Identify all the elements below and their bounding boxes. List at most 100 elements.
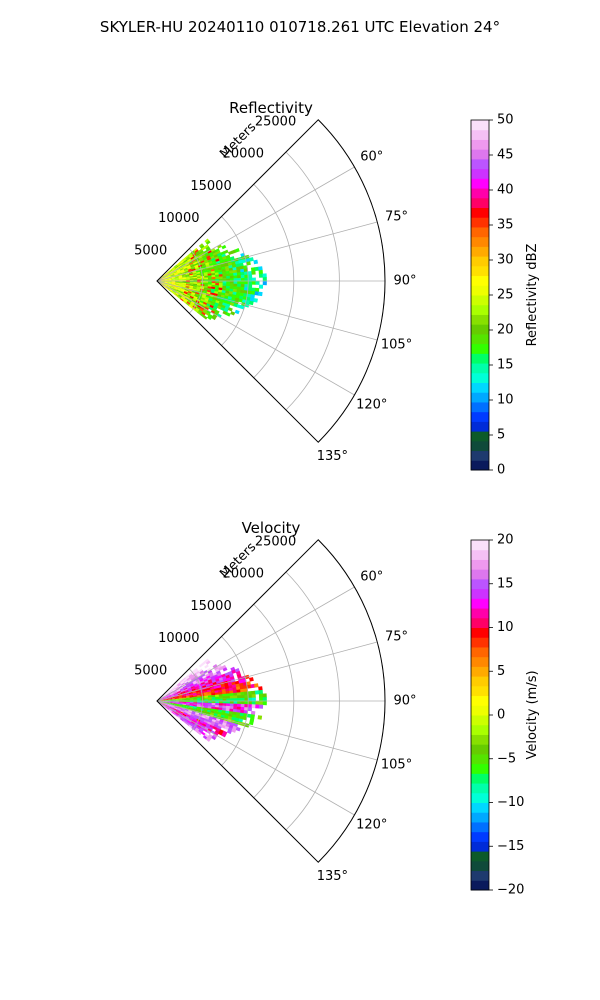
data-cell xyxy=(195,712,200,715)
data-cell xyxy=(164,701,169,703)
data-cell xyxy=(205,724,210,729)
data-cell xyxy=(164,281,169,283)
data-cell xyxy=(173,271,178,275)
data-cell xyxy=(210,690,216,694)
data-cell xyxy=(184,290,189,293)
data-cell xyxy=(185,705,190,707)
data-cell xyxy=(262,697,267,702)
data-cell xyxy=(171,696,176,699)
data-cell xyxy=(185,704,191,706)
data-cell xyxy=(245,257,251,263)
data-cell xyxy=(239,682,244,687)
data-cell xyxy=(230,311,236,316)
data-cell xyxy=(160,282,165,285)
data-cell xyxy=(240,688,245,693)
data-cell xyxy=(250,267,256,272)
colorbar-tick-label: −20 xyxy=(497,883,524,898)
data-cell xyxy=(222,310,228,315)
data-cell xyxy=(235,263,241,268)
data-cell xyxy=(195,292,200,295)
data-cell xyxy=(200,717,206,721)
data-cell xyxy=(217,303,223,308)
data-cell xyxy=(215,701,220,704)
data-cell xyxy=(172,290,176,294)
data-cell xyxy=(251,690,256,695)
data-cell xyxy=(171,703,176,705)
data-cell xyxy=(247,704,253,708)
data-cell xyxy=(199,678,205,682)
data-cell xyxy=(189,702,194,704)
data-cell xyxy=(181,691,186,695)
r-tick-label: 15000 xyxy=(190,599,231,614)
data-cell xyxy=(186,264,191,268)
data-cell xyxy=(238,718,244,723)
data-cell xyxy=(240,277,245,282)
data-cell xyxy=(207,697,213,700)
data-cell xyxy=(167,698,172,700)
data-cell xyxy=(215,705,220,708)
colorbar-swatch xyxy=(471,440,489,452)
data-cell xyxy=(240,271,245,276)
data-cell xyxy=(240,691,245,696)
data-cell xyxy=(183,687,188,691)
data-cell xyxy=(176,709,181,713)
data-cell xyxy=(177,691,182,694)
data-cell xyxy=(247,284,253,288)
data-cell xyxy=(208,716,214,720)
data-cell xyxy=(247,290,252,295)
azimuth-gridline xyxy=(156,280,378,341)
data-cell xyxy=(186,278,191,281)
data-cell xyxy=(229,706,234,710)
data-cell xyxy=(202,290,208,294)
colorbar-swatch xyxy=(471,256,489,267)
data-cell xyxy=(215,274,220,278)
data-cell xyxy=(217,664,222,669)
data-cell xyxy=(168,289,173,293)
data-cell xyxy=(204,697,209,700)
data-cell xyxy=(239,295,244,300)
data-cell xyxy=(159,276,164,279)
data-cell xyxy=(184,690,189,694)
data-cell xyxy=(197,723,203,727)
data-cell xyxy=(181,705,187,708)
data-cell xyxy=(207,284,212,287)
data-cell xyxy=(198,243,204,248)
data-cell xyxy=(196,707,201,711)
data-cell xyxy=(194,713,200,717)
data-cell xyxy=(193,716,198,720)
data-cell xyxy=(189,683,195,687)
data-cell xyxy=(180,710,185,714)
data-cell xyxy=(171,702,176,704)
data-cell xyxy=(160,281,165,283)
data-cell xyxy=(206,667,212,672)
colorbar-swatch xyxy=(471,236,489,247)
data-cell xyxy=(222,691,227,695)
data-cell xyxy=(239,292,245,297)
data-cell xyxy=(244,704,249,708)
data-cell xyxy=(160,277,165,280)
data-cell xyxy=(193,696,198,699)
data-cell xyxy=(197,281,202,283)
data-cell xyxy=(174,265,179,269)
data-cell xyxy=(258,693,264,698)
data-cell xyxy=(217,267,223,271)
data-cell xyxy=(190,301,196,305)
data-cell xyxy=(226,281,231,284)
data-cell xyxy=(162,693,166,697)
colorbar-swatch xyxy=(471,637,489,648)
data-cell xyxy=(191,712,196,715)
data-cell xyxy=(186,697,191,700)
data-cell xyxy=(200,298,205,303)
data-cell xyxy=(258,284,264,289)
data-cell xyxy=(192,288,197,291)
data-cell xyxy=(185,287,190,290)
data-cell xyxy=(160,698,165,700)
data-cell xyxy=(171,697,176,700)
data-cell xyxy=(247,691,253,695)
data-cell xyxy=(225,690,230,694)
data-cell xyxy=(206,255,211,259)
colorbar-swatch xyxy=(471,324,489,335)
data-cell xyxy=(170,273,175,276)
data-cell xyxy=(177,682,181,687)
data-cell xyxy=(171,687,176,691)
